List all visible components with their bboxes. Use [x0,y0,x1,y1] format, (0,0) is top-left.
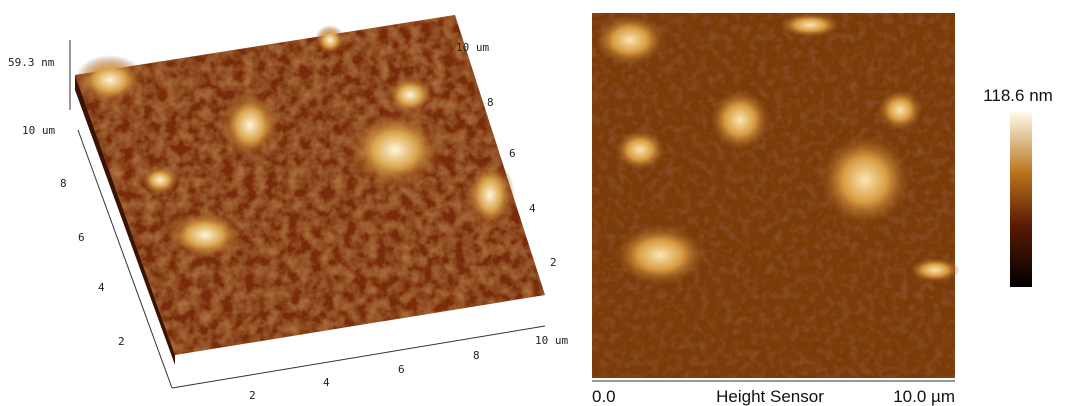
back-tick: 4 [529,202,536,215]
bottom-tick: 4 [323,376,330,389]
back-tick: 8 [487,96,494,109]
scale-start: 0.0 [592,387,616,406]
bottom-axis-end: 10 um [535,334,568,347]
channel-label: Height Sensor [716,387,824,406]
bottom-tick: 6 [398,363,405,376]
height-map: 0.0 Height Sensor 10.0 µm [592,13,960,406]
color-bar: 118.6 nm [983,86,1053,287]
left-tick: 6 [78,231,85,244]
bottom-tick: 8 [473,349,480,362]
back-tick: 6 [509,147,516,160]
left-axis-end: 10 um [22,124,55,137]
surface-3d [75,15,545,365]
color-max: 118.6 nm [983,86,1053,105]
left-tick: 8 [60,177,67,190]
bottom-tick: 2 [249,389,256,402]
scale-end: 10.0 µm [893,387,955,406]
left-tick: 4 [98,281,105,294]
figure: 59.3 nm 10 um 8 6 4 2 2 4 6 8 10 um 10 u… [0,0,1065,406]
back-axis-end: 10 um [456,41,489,54]
z-label: 59.3 nm [8,56,55,69]
back-tick: 2 [550,256,557,269]
left-tick: 2 [118,335,125,348]
